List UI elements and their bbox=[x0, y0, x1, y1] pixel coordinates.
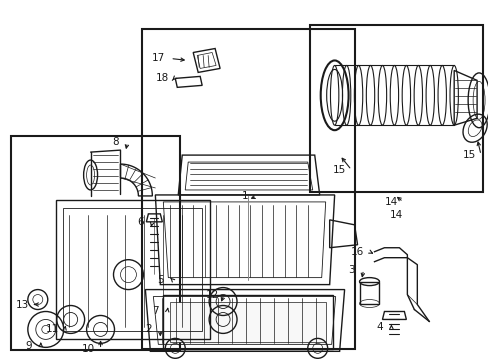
Text: 11: 11 bbox=[46, 324, 59, 334]
Text: 18: 18 bbox=[155, 73, 168, 84]
Text: 8: 8 bbox=[112, 137, 119, 147]
Text: 14: 14 bbox=[384, 197, 397, 207]
Bar bbox=[170, 302, 325, 342]
Bar bbox=[11, 136, 180, 350]
Text: 1: 1 bbox=[241, 191, 248, 201]
Text: 15: 15 bbox=[462, 150, 475, 160]
Text: 5: 5 bbox=[157, 275, 163, 285]
Text: 12: 12 bbox=[205, 289, 218, 300]
Bar bbox=[309, 24, 482, 192]
Text: 16: 16 bbox=[350, 247, 364, 257]
Text: 7: 7 bbox=[152, 306, 158, 316]
Bar bbox=[163, 294, 332, 349]
Text: 15: 15 bbox=[332, 165, 346, 175]
Text: 14: 14 bbox=[389, 210, 402, 220]
Text: 13: 13 bbox=[16, 300, 29, 310]
Text: 3: 3 bbox=[347, 265, 354, 275]
Text: 6: 6 bbox=[137, 217, 143, 227]
Bar bbox=[359, 282, 379, 303]
Text: 10: 10 bbox=[82, 345, 95, 354]
Bar bbox=[142, 28, 354, 349]
Text: 17: 17 bbox=[151, 54, 164, 63]
Text: 9: 9 bbox=[25, 341, 32, 351]
Text: 4: 4 bbox=[375, 323, 382, 332]
Text: 2: 2 bbox=[145, 324, 151, 334]
